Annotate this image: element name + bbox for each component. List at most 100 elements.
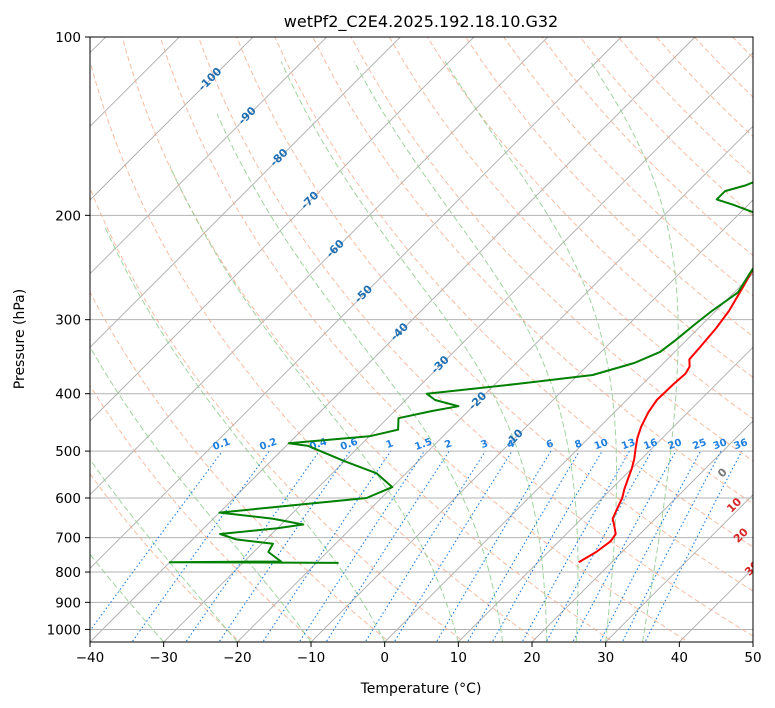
mixing-ratio-label: 36 <box>733 437 750 452</box>
mixing-ratio-label: 3 <box>479 438 489 451</box>
dry-adiabat-line <box>90 384 316 642</box>
isotherm-line <box>752 641 753 642</box>
mixing-ratio-line <box>90 450 223 632</box>
plot-area: 0.1 0.2 0.4 0.6 1 1.5 2 3 4 6 8 10 13 16 20 25 30 36-100-… <box>90 37 775 642</box>
theta-label: 40 <box>759 586 775 606</box>
mixing-ratio-label: 30 <box>712 437 729 452</box>
mixing-ratio-line <box>393 450 513 642</box>
dry-adiabat-line <box>236 37 753 592</box>
x-tick-label: 10 <box>450 650 467 666</box>
isotherm-line <box>384 272 753 642</box>
y-tick-label: 300 <box>55 313 81 329</box>
y-tick-label: 1000 <box>47 622 81 638</box>
mixing-ratio-label: 6 <box>545 438 555 451</box>
dewpoint-profile-line <box>168 181 753 564</box>
x-tick-label: −20 <box>223 650 252 666</box>
isotherm-line <box>90 37 328 275</box>
axes: −40 −30 −20 −10 0 10 20 30 40 5010020030040050060… <box>47 30 762 666</box>
x-tick-label: 0 <box>380 650 389 666</box>
y-axis-label: Pressure (hPa) <box>12 289 28 389</box>
isotherm-line <box>90 37 622 570</box>
x-axis-label: Temperature (°C) <box>360 681 482 697</box>
mixing-ratio-line <box>364 450 486 642</box>
temperature-profile-line <box>578 267 753 564</box>
mixing-ratio-line <box>644 450 743 642</box>
dry-adiabat-line <box>159 37 690 642</box>
mixing-ratio-line <box>599 450 701 642</box>
dry-adiabat-line <box>90 59 540 642</box>
mixing-ratio-label: 20 <box>667 437 684 452</box>
plot-frame <box>89 36 754 643</box>
dry-adiabat-line <box>121 37 615 642</box>
mixing-ratio-label: 16 <box>642 437 659 452</box>
mixing-ratio-label: 2 <box>443 438 453 451</box>
y-tick-label: 700 <box>55 531 81 547</box>
isotherm-line <box>678 567 753 642</box>
moist-adiabat-line <box>90 553 165 642</box>
x-tick-label: 30 <box>597 650 614 666</box>
y-tick-label: 500 <box>55 444 81 460</box>
mixing-ratio-label: 25 <box>691 437 708 452</box>
mixing-ratio-label: 4 <box>506 438 516 451</box>
mixing-ratio-label: 0.2 <box>258 437 278 453</box>
isotherm-line <box>90 37 254 201</box>
moist-adiabat-line <box>280 61 548 642</box>
dry-adiabat-line <box>350 37 753 462</box>
y-tick-label: 100 <box>55 30 81 46</box>
dry-adiabat-line <box>541 37 753 257</box>
isotherm-line <box>90 37 696 642</box>
y-tick-label: 400 <box>55 387 81 403</box>
x-tick-label: −10 <box>297 650 326 666</box>
moist-adiabat-line <box>444 61 617 642</box>
moist-adiabat-line <box>104 227 386 642</box>
mixing-ratio-line <box>298 450 425 642</box>
theta-label: 20 <box>731 525 751 545</box>
theta-label: 0 <box>715 465 730 480</box>
mixing-ratio-line <box>572 450 677 642</box>
isotherm-line <box>90 37 549 496</box>
dry-adiabat-line <box>732 37 753 59</box>
mixing-ratio-line <box>131 450 270 642</box>
dry-adiabat-line <box>90 291 391 642</box>
mixing-ratio-line <box>621 450 722 642</box>
dry-adiabat-line <box>503 37 753 297</box>
mixing-ratio-line <box>262 450 392 642</box>
mixing-ratio-line <box>435 450 552 642</box>
y-tick-label: 900 <box>55 595 81 611</box>
isotherm-line <box>236 125 753 642</box>
y-tick-label: 200 <box>55 208 81 224</box>
y-tick-label: 800 <box>55 565 81 581</box>
mixing-ratio-label: 1 <box>385 438 395 451</box>
dry-adiabat-line <box>274 37 753 548</box>
x-tick-label: −40 <box>76 650 105 666</box>
mixing-ratio-line <box>325 450 450 642</box>
theta-label: 30 <box>742 558 762 578</box>
mixing-ratio-line <box>466 450 580 642</box>
mixing-ratio-line <box>185 450 320 642</box>
isotherm-line <box>90 37 401 349</box>
dry-adiabat-line <box>312 37 753 505</box>
isotherm-label: -60 <box>324 237 347 260</box>
isotherm-line <box>310 199 753 642</box>
dry-adiabat-line <box>90 186 465 642</box>
dry-adiabat-line <box>426 37 753 378</box>
moist-adiabat-line <box>590 61 679 642</box>
dry-adiabat-line <box>90 472 241 642</box>
mixing-ratio-label: 13 <box>620 437 637 452</box>
x-tick-label: −30 <box>149 650 178 666</box>
moist-adiabat-line <box>169 165 459 642</box>
isotherm-line <box>531 420 753 642</box>
moist-adiabat-line <box>90 345 312 642</box>
y-tick-label: 600 <box>55 491 81 507</box>
mixing-ratio-label: 1.5 <box>413 437 433 453</box>
moist-adiabat-line <box>216 113 503 642</box>
dry-adiabat-line <box>388 37 753 420</box>
isotherm-line <box>457 346 753 642</box>
mixing-ratio-line <box>218 450 351 642</box>
isotherm-label: -30 <box>429 353 452 376</box>
x-tick-label: 20 <box>523 650 540 666</box>
x-tick-label: 50 <box>744 650 761 666</box>
dry-adiabat-line <box>465 37 753 338</box>
isotherm-line <box>90 37 475 422</box>
